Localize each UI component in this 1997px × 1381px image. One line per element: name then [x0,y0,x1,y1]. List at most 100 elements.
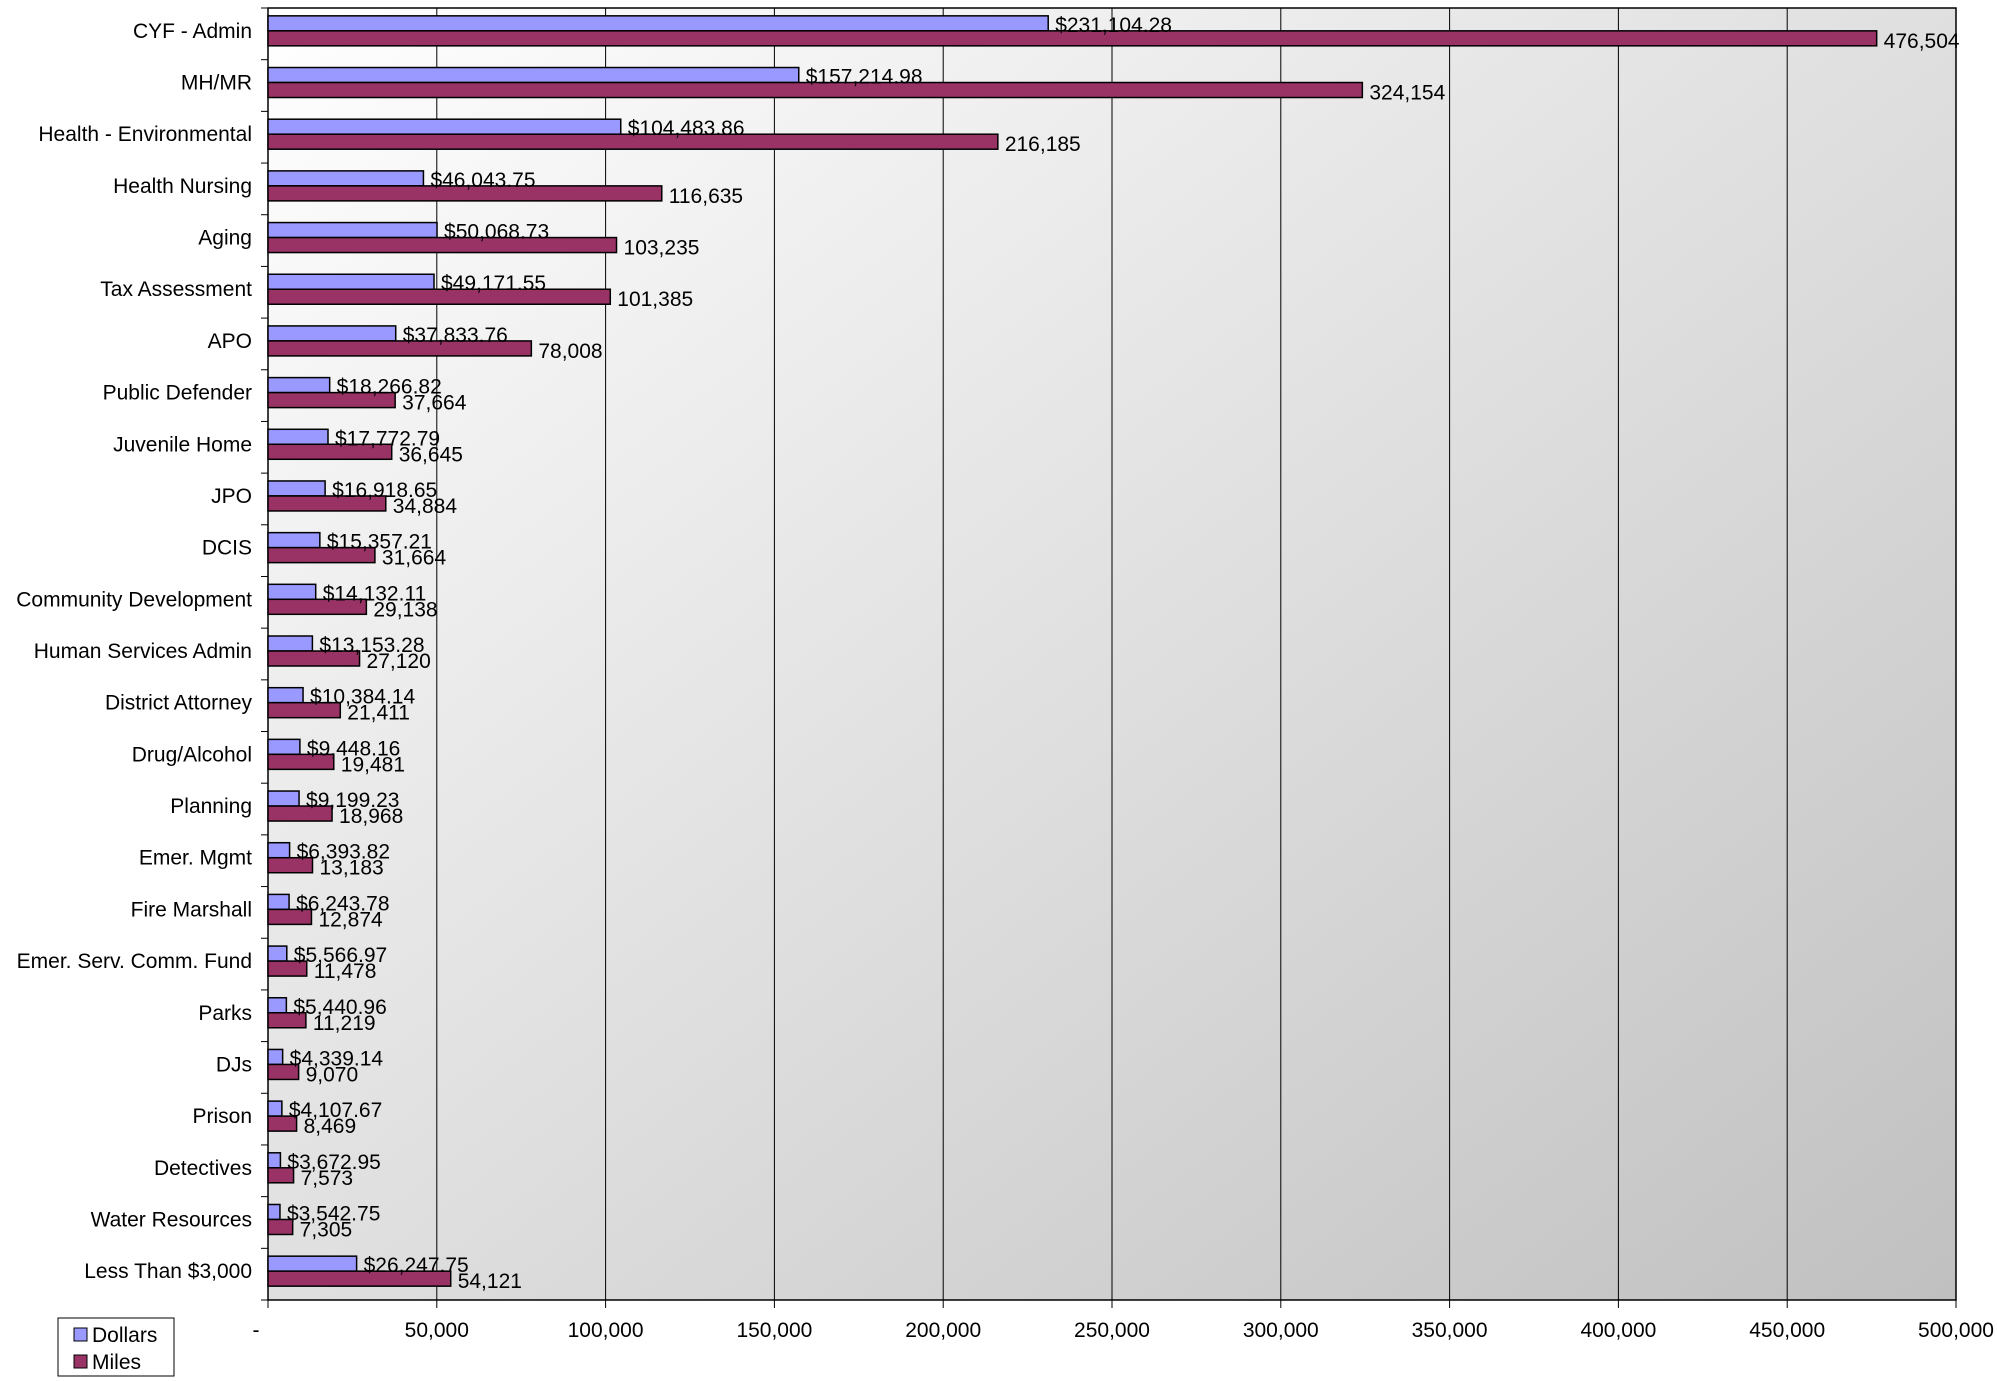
data-label-dollars: $37,833.76 [403,324,508,347]
legend-swatch-miles [73,1354,88,1369]
category-label: Community Development [16,588,252,611]
category-label: Planning [170,795,252,818]
legend-label-dollars: Dollars [92,1324,157,1347]
data-label-miles: 476,504 [1884,30,1960,53]
category-label: Less Than $3,000 [84,1260,252,1283]
bar-dollars [267,790,300,807]
data-label-dollars: $46,043.75 [430,169,535,192]
data-label-dollars: $17,772.79 [335,427,440,450]
data-label-miles: 216,185 [1005,133,1081,156]
bar-miles [267,340,533,357]
x-axis-ticks: - 50,000 100,000 150,000 200,000 250,000 300,0… [253,7,1994,1342]
x-tick-label: 100,000 [568,1319,644,1342]
data-label-dollars: $231,104.28 [1055,14,1172,37]
x-tick-label: 200,000 [905,1319,981,1342]
x-tick-label: 250,000 [1074,1319,1150,1342]
category-label: Parks [198,1002,252,1025]
data-label-dollars: $6,243.78 [296,892,389,915]
bar-miles [267,546,376,564]
bar-miles [267,133,999,150]
data-label-dollars: $49,171.55 [441,272,546,295]
bar-miles [267,1270,452,1287]
category-label: DCIS [202,537,252,560]
data-label-miles: 7,573 [301,1167,354,1190]
bar-miles [267,960,308,977]
data-label-miles: 31,664 [382,547,447,570]
bar-dollars [267,325,397,342]
x-tick-label: 400,000 [1580,1319,1656,1342]
data-label-dollars: $3,672.95 [287,1151,380,1174]
bar-dollars [267,480,326,497]
data-label-miles: 8,469 [304,1115,357,1138]
bar-miles [267,443,393,461]
bar-miles [267,391,396,409]
legend: Dollars Miles [57,1317,175,1377]
category-label: Aging [198,227,252,250]
category-label: Emer. Mgmt [139,847,252,870]
bar-dollars [267,945,288,962]
category-label: Juvenile Home [113,433,252,456]
x-tick-label: 350,000 [1412,1319,1488,1342]
data-label-dollars: $18,266.82 [337,376,442,399]
data-label-dollars: $16,918.65 [332,479,437,502]
category-label: Drug/Alcohol [132,743,252,766]
bar-miles [267,650,361,667]
category-label: DJs [216,1053,252,1076]
bar-dollars [267,997,288,1014]
data-label-dollars: $13,153.28 [319,634,424,657]
category-label: Health Nursing [113,175,252,198]
category-label: CYF - Admin [133,20,252,43]
data-label-miles: 78,008 [538,340,602,363]
data-label-miles: 36,645 [399,443,463,466]
bar-dollars [267,635,314,652]
bar-miles [267,1167,295,1184]
x-tick-label: 450,000 [1749,1319,1825,1342]
category-labels: CYF - Admin MH/MR Health - Environmental He… [16,20,252,1283]
bar-miles [267,1012,307,1029]
bar-miles [267,185,663,202]
bar-dollars [267,273,435,290]
category-label: MH/MR [181,72,252,95]
bar-dollars [267,583,317,601]
bar-dollars [267,686,304,704]
bar-miles [267,805,333,822]
bar-dollars [267,1048,284,1066]
bar-miles [267,495,387,512]
category-label: Human Services Admin [34,640,252,663]
bar-dollars [267,376,331,394]
category-label: Emer. Serv. Comm. Fund [17,950,252,973]
category-label: Detectives [154,1157,252,1180]
category-label: Water Resources [91,1208,252,1231]
category-label: JPO [211,485,252,508]
data-label-dollars: $10,384.14 [310,686,415,709]
category-label: Prison [192,1105,252,1128]
data-label-miles: 7,305 [300,1218,353,1241]
bar-miles [267,701,342,719]
data-label-miles: 101,385 [617,288,693,311]
x-tick-label: 500,000 [1918,1319,1994,1342]
data-label-dollars: $4,107.67 [289,1099,382,1122]
data-label-miles: 13,183 [320,857,384,880]
category-label: Fire Marshall [131,898,252,921]
bar-dollars [267,1203,281,1221]
category-label: Health - Environmental [38,123,252,146]
data-label-dollars: $104,483.86 [628,117,745,140]
data-label-miles: 37,664 [402,392,467,415]
data-label-miles: 18,968 [339,805,403,828]
bar-miles [267,598,368,616]
legend-swatch-dollars [73,1327,88,1342]
bar-dollars [267,428,329,446]
data-label-dollars: $6,393.82 [297,841,390,864]
bar-miles [267,30,1878,47]
bar-dollars [267,531,321,549]
x-tick-label: 150,000 [736,1319,812,1342]
data-label-miles: 34,884 [393,495,458,518]
x-tick-label: - [253,1319,260,1342]
data-label-miles: 103,235 [624,237,700,260]
data-label-dollars: $14,132.11 [323,582,427,605]
bar-miles [267,81,1364,99]
bar-dollars [267,1255,358,1272]
category-label: District Attorney [105,692,253,715]
bar-dollars [267,738,301,756]
